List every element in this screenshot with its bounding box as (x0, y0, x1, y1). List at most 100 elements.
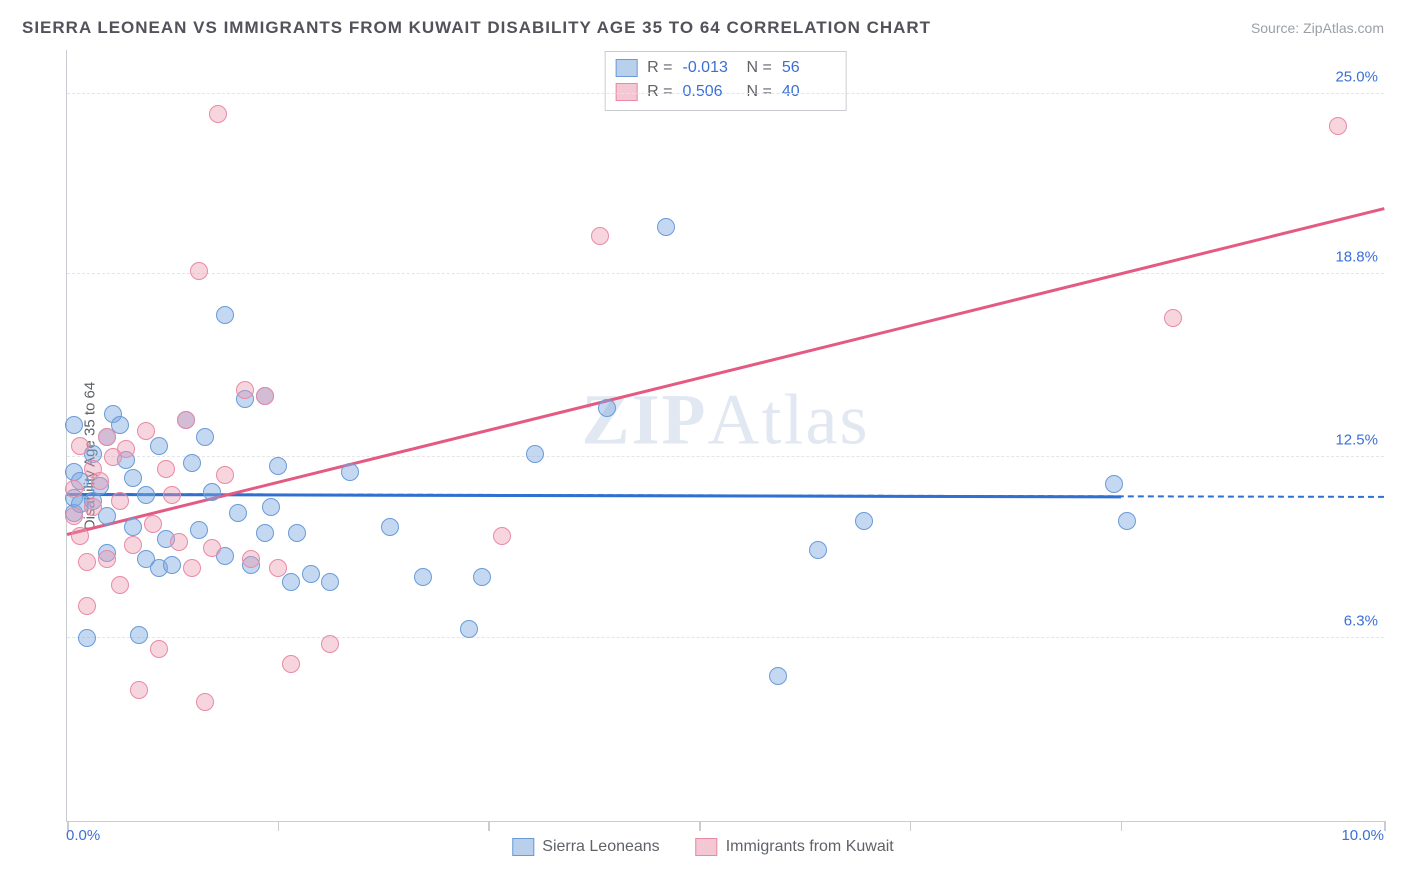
data-point (1329, 117, 1347, 135)
data-point (203, 483, 221, 501)
data-point (302, 565, 320, 583)
data-point (381, 518, 399, 536)
stat-r-label: R = (647, 56, 672, 80)
data-point (526, 445, 544, 463)
data-point (190, 521, 208, 539)
data-point (137, 422, 155, 440)
y-tick-label: 6.3% (1344, 612, 1378, 629)
data-point (269, 559, 287, 577)
data-point (321, 635, 339, 653)
data-point (657, 218, 675, 236)
data-point (262, 498, 280, 516)
y-tick-label: 25.0% (1335, 68, 1378, 85)
data-point (256, 524, 274, 542)
stats-row: R = -0.013 N = 56 (615, 56, 836, 80)
data-point (157, 460, 175, 478)
y-tick-label: 12.5% (1335, 432, 1378, 449)
data-point (183, 559, 201, 577)
data-point (98, 550, 116, 568)
data-point (282, 573, 300, 591)
source-label: Source: ZipAtlas.com (1251, 20, 1384, 36)
data-point (117, 440, 135, 458)
data-point (855, 512, 873, 530)
data-point (1105, 475, 1123, 493)
gridline (67, 273, 1384, 274)
data-point (288, 524, 306, 542)
chart-title: SIERRA LEONEAN VS IMMIGRANTS FROM KUWAIT… (22, 18, 931, 38)
data-point (91, 472, 109, 490)
x-tick (488, 821, 490, 831)
data-point (144, 515, 162, 533)
data-point (236, 381, 254, 399)
data-point (65, 480, 83, 498)
x-axis-min-label: 0.0% (66, 827, 100, 844)
y-tick-label: 18.8% (1335, 249, 1378, 266)
data-point (130, 681, 148, 699)
data-point (65, 507, 83, 525)
data-point (493, 527, 511, 545)
data-point (269, 457, 287, 475)
data-point (282, 655, 300, 673)
data-point (124, 469, 142, 487)
data-point (196, 428, 214, 446)
legend-swatch (615, 59, 637, 77)
data-point (84, 498, 102, 516)
data-point (137, 486, 155, 504)
legend-label: Immigrants from Kuwait (726, 838, 894, 856)
data-point (414, 568, 432, 586)
stat-n-value: 56 (782, 56, 836, 80)
data-point (321, 573, 339, 591)
data-point (1164, 309, 1182, 327)
legend-label: Sierra Leoneans (542, 838, 659, 856)
scatter-plot: ZIPAtlas R =-0.013N =56R =0.506N =40 6.3… (66, 50, 1384, 822)
data-point (170, 533, 188, 551)
data-point (78, 553, 96, 571)
data-point (242, 550, 260, 568)
data-point (78, 597, 96, 615)
x-tick (1384, 821, 1386, 831)
stat-r-value: -0.013 (683, 56, 737, 80)
data-point (473, 568, 491, 586)
data-point (130, 626, 148, 644)
data-point (203, 539, 221, 557)
correlation-stats-box: R =-0.013N =56R =0.506N =40 (604, 51, 847, 111)
data-point (229, 504, 247, 522)
data-point (183, 454, 201, 472)
data-point (196, 693, 214, 711)
data-point (71, 527, 89, 545)
data-point (460, 620, 478, 638)
gridline (67, 456, 1384, 457)
gridline (67, 637, 1384, 638)
legend-item: Immigrants from Kuwait (696, 838, 894, 856)
series-legend: Sierra Leoneans Immigrants from Kuwait (512, 838, 893, 856)
x-tick (699, 821, 701, 831)
trend-line-extrapolated (67, 493, 1384, 498)
data-point (209, 105, 227, 123)
data-point (124, 536, 142, 554)
data-point (177, 411, 195, 429)
gridline (67, 93, 1384, 94)
data-point (71, 437, 89, 455)
chart-area: Disability Age 35 to 64 ZIPAtlas R =-0.0… (22, 50, 1384, 862)
data-point (98, 428, 116, 446)
data-point (65, 416, 83, 434)
x-tick (1121, 821, 1123, 831)
data-point (216, 306, 234, 324)
data-point (111, 576, 129, 594)
data-point (163, 486, 181, 504)
data-point (150, 437, 168, 455)
data-point (809, 541, 827, 559)
legend-swatch (512, 838, 534, 856)
stat-n-label: N = (747, 56, 772, 80)
data-point (769, 667, 787, 685)
data-point (163, 556, 181, 574)
data-point (190, 262, 208, 280)
trend-line (67, 208, 1385, 536)
data-point (150, 640, 168, 658)
data-point (124, 518, 142, 536)
x-tick (278, 821, 280, 831)
data-point (341, 463, 359, 481)
data-point (598, 399, 616, 417)
data-point (591, 227, 609, 245)
data-point (216, 466, 234, 484)
